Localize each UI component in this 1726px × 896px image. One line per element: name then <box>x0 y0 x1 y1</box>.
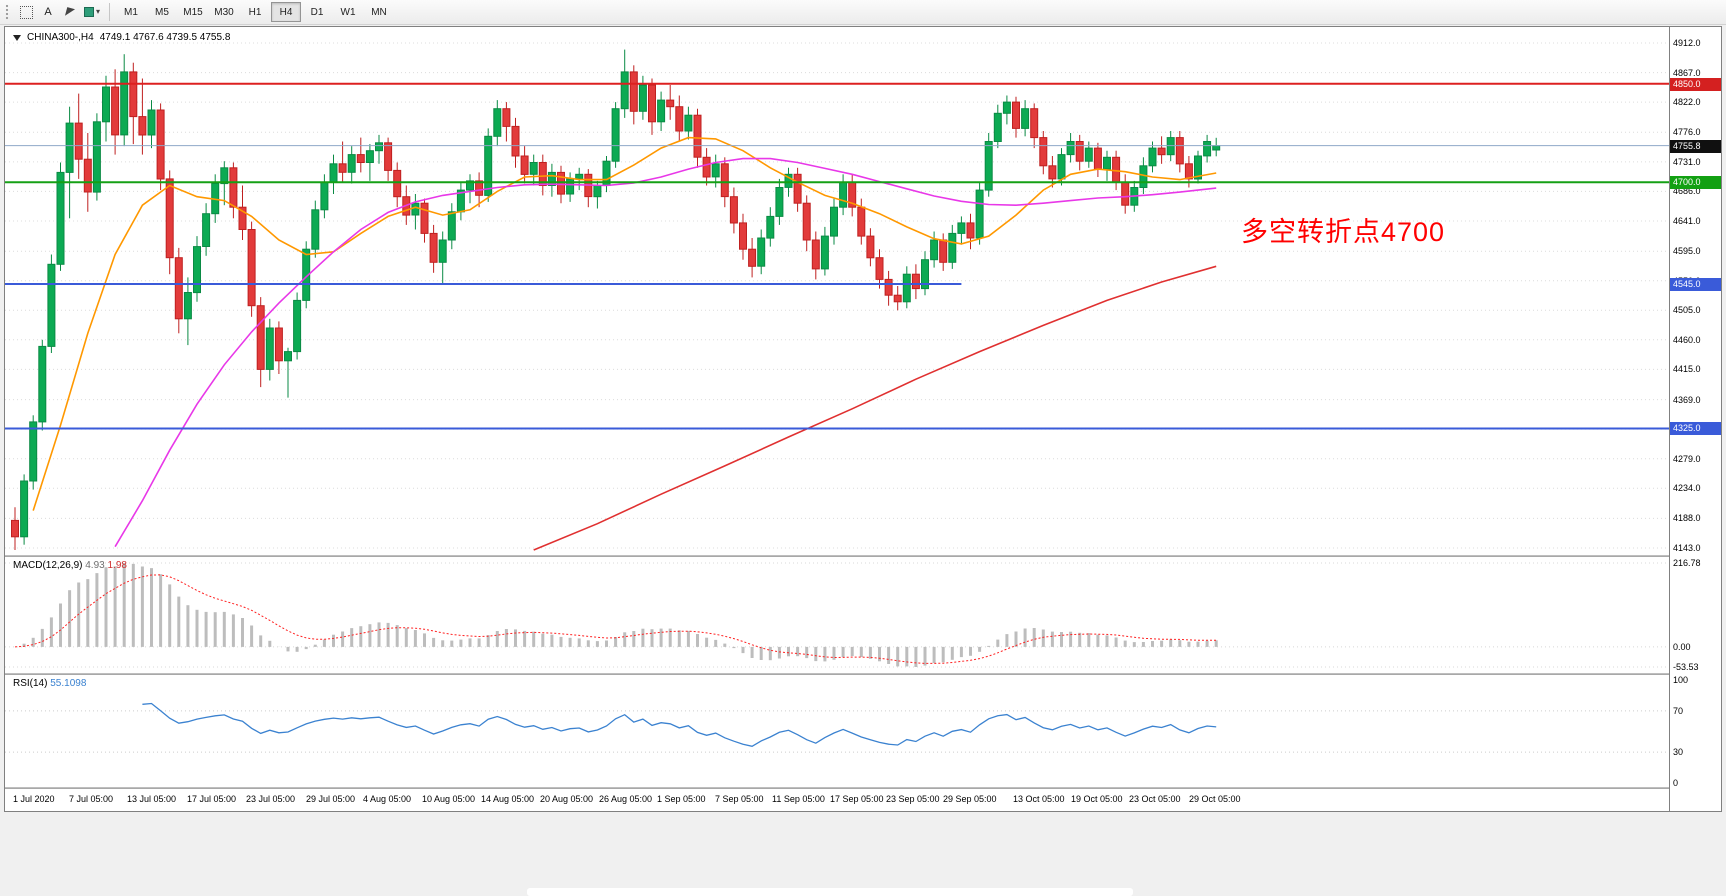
timeframe-button-h4[interactable]: H4 <box>271 2 301 22</box>
price-tick-label: 4822.0 <box>1673 97 1701 108</box>
price-badge: 4545.0 <box>1670 278 1721 291</box>
macd-label: MACD(12,26,9) 4.93 1.98 <box>13 560 127 571</box>
price-tick-label: 4776.0 <box>1673 127 1701 138</box>
rsi-axis-label: 70 <box>1673 705 1684 716</box>
price-annotation: 多空转折点4700 <box>1241 217 1446 247</box>
price-tick-label: 4686.0 <box>1673 186 1701 197</box>
price-tick-label: 4369.0 <box>1673 394 1701 405</box>
timeframe-button-d1[interactable]: D1 <box>310 6 324 18</box>
dropdown-caret-icon: ▾ <box>95 7 100 16</box>
rsi-plot[interactable] <box>5 675 1669 787</box>
price-badge: 4755.8 <box>1670 139 1721 153</box>
time-axis-label: 7 Jul 05:00 <box>69 794 114 804</box>
time-axis-label: 23 Sep 05:00 <box>886 794 940 804</box>
chart-ohlc-values: 4749.1 4767.6 4739.5 4755.8 <box>99 32 231 43</box>
toolbar: A ▾ M1 M5 M15 M30 H1 H4 D1 W1 MN <box>0 0 1726 25</box>
price-tick-label: 4731.0 <box>1673 156 1701 167</box>
rsi-value: 55.1098 <box>50 678 87 689</box>
time-axis-label: 1 Sep 05:00 <box>657 794 706 804</box>
pane-separator[interactable] <box>5 673 1721 675</box>
macd-name: MACD(12,26,9) <box>13 560 83 571</box>
macd-axis-label: 0.00 <box>1673 641 1691 652</box>
time-axis-label: 29 Jul 05:00 <box>306 794 356 804</box>
timeframe-button-m15[interactable]: M15 <box>183 6 203 18</box>
price-tick-label: 4460.0 <box>1673 334 1701 345</box>
pane-separator[interactable] <box>5 555 1721 557</box>
time-axis-label: 26 Aug 05:00 <box>599 794 653 804</box>
price-tick-label: 4234.0 <box>1673 483 1701 494</box>
macd-plot[interactable] <box>5 557 1669 673</box>
price-tick-label: 4279.0 <box>1673 453 1701 464</box>
price-tick-label: 4912.0 <box>1673 38 1701 48</box>
time-axis-label: 10 Aug 05:00 <box>422 794 476 804</box>
timeframe-button-m1[interactable]: M1 <box>124 6 138 18</box>
time-axis-label: 13 Oct 05:00 <box>1013 794 1065 804</box>
price-tick-label: 4143.0 <box>1673 543 1701 553</box>
price-tick-label: 4595.0 <box>1673 246 1701 257</box>
timeframe-button-h1[interactable]: H1 <box>248 6 262 18</box>
time-axis[interactable]: 1 Jul 2020 7 Jul 05:00 13 Jul 05:00 17 Jul … <box>5 789 1669 811</box>
chart-menu-icon[interactable] <box>13 34 21 41</box>
price-tick-label: 4188.0 <box>1673 513 1701 524</box>
pane-separator <box>5 787 1721 789</box>
time-axis-label: 17 Sep 05:00 <box>830 794 884 804</box>
time-axis-label: 11 Sep 05:00 <box>772 794 825 804</box>
price-tick-label: 4641.0 <box>1673 215 1701 226</box>
time-axis-label: 17 Jul 05:00 <box>187 794 237 804</box>
rsi-label: RSI(14) 55.1098 <box>13 678 86 689</box>
rsi-axis-label: 100 <box>1673 675 1689 685</box>
time-axis-label: 14 Aug 05:00 <box>481 794 535 804</box>
time-axis-label: 29 Sep 05:00 <box>943 794 997 804</box>
price-badge: 4850.0 <box>1670 77 1721 91</box>
time-axis-label: 19 Oct 05:00 <box>1071 794 1123 804</box>
text-label-icon: A <box>44 6 52 18</box>
time-axis-label: 1 Jul 2020 <box>13 794 55 804</box>
time-axis-label: 29 Oct 05:00 <box>1189 794 1241 804</box>
toolbar-separator <box>109 3 110 21</box>
bottom-strip <box>527 888 1133 896</box>
time-axis-label: 23 Jul 05:00 <box>246 794 296 804</box>
price-badge: 4325.0 <box>1670 422 1721 436</box>
macd-axis-label: 216.78 <box>1673 558 1701 568</box>
chart-symbol-period: CHINA300-,H4 <box>27 32 94 43</box>
price-tick-label: 4415.0 <box>1673 364 1701 375</box>
macd-main-value: 4.93 <box>85 560 105 571</box>
cursor-arrow-icon <box>64 6 76 18</box>
timeframe-button-m5[interactable]: M5 <box>155 6 169 18</box>
macd-signal-value: 1.98 <box>107 560 127 571</box>
price-tick-label: 4867.0 <box>1673 67 1701 78</box>
timeframe-button-w1[interactable]: W1 <box>340 6 356 18</box>
price-badge: 4700.0 <box>1670 176 1721 190</box>
chart-window: CHINA300-,H4 4749.1 4767.6 4739.5 4755.8… <box>4 26 1722 812</box>
rsi-axis-label: 0 <box>1673 778 1679 788</box>
grid-icon <box>19 5 33 19</box>
timeframe-toolbar: M1 M5 M15 M30 H1 H4 D1 W1 MN <box>116 2 394 22</box>
grid-tool-button[interactable] <box>15 2 37 23</box>
shapes-icon <box>83 7 94 17</box>
cursor-tool-button[interactable] <box>59 2 81 23</box>
rsi-axis-label: 30 <box>1673 747 1684 758</box>
chart-title: CHINA300-,H4 4749.1 4767.6 4739.5 4755.8 <box>13 32 230 43</box>
rsi-name: RSI(14) <box>13 678 48 689</box>
shapes-tool-button[interactable]: ▾ <box>81 2 103 23</box>
time-axis-label: 7 Sep 05:00 <box>715 794 764 804</box>
axis-divider <box>1669 27 1670 811</box>
price-tick-label: 4505.0 <box>1673 305 1701 316</box>
main-chart-plot[interactable] <box>5 27 1669 555</box>
toolbar-grip[interactable] <box>5 4 10 20</box>
time-axis-label: 4 Aug 05:00 <box>363 794 412 804</box>
timeframe-button-mn[interactable]: MN <box>371 6 387 18</box>
time-axis-label: 13 Jul 05:00 <box>127 794 177 804</box>
text-label-tool-button[interactable]: A <box>37 2 59 23</box>
price-axis[interactable]: 4912.0 4867.0 4822.0 4776.0 4731.0 4686.0 4641… <box>1670 27 1721 811</box>
timeframe-button-m30[interactable]: M30 <box>214 6 234 18</box>
time-axis-label: 20 Aug 05:00 <box>540 794 594 804</box>
macd-axis-label: -53.53 <box>1673 662 1699 672</box>
time-axis-label: 23 Oct 05:00 <box>1129 794 1181 804</box>
